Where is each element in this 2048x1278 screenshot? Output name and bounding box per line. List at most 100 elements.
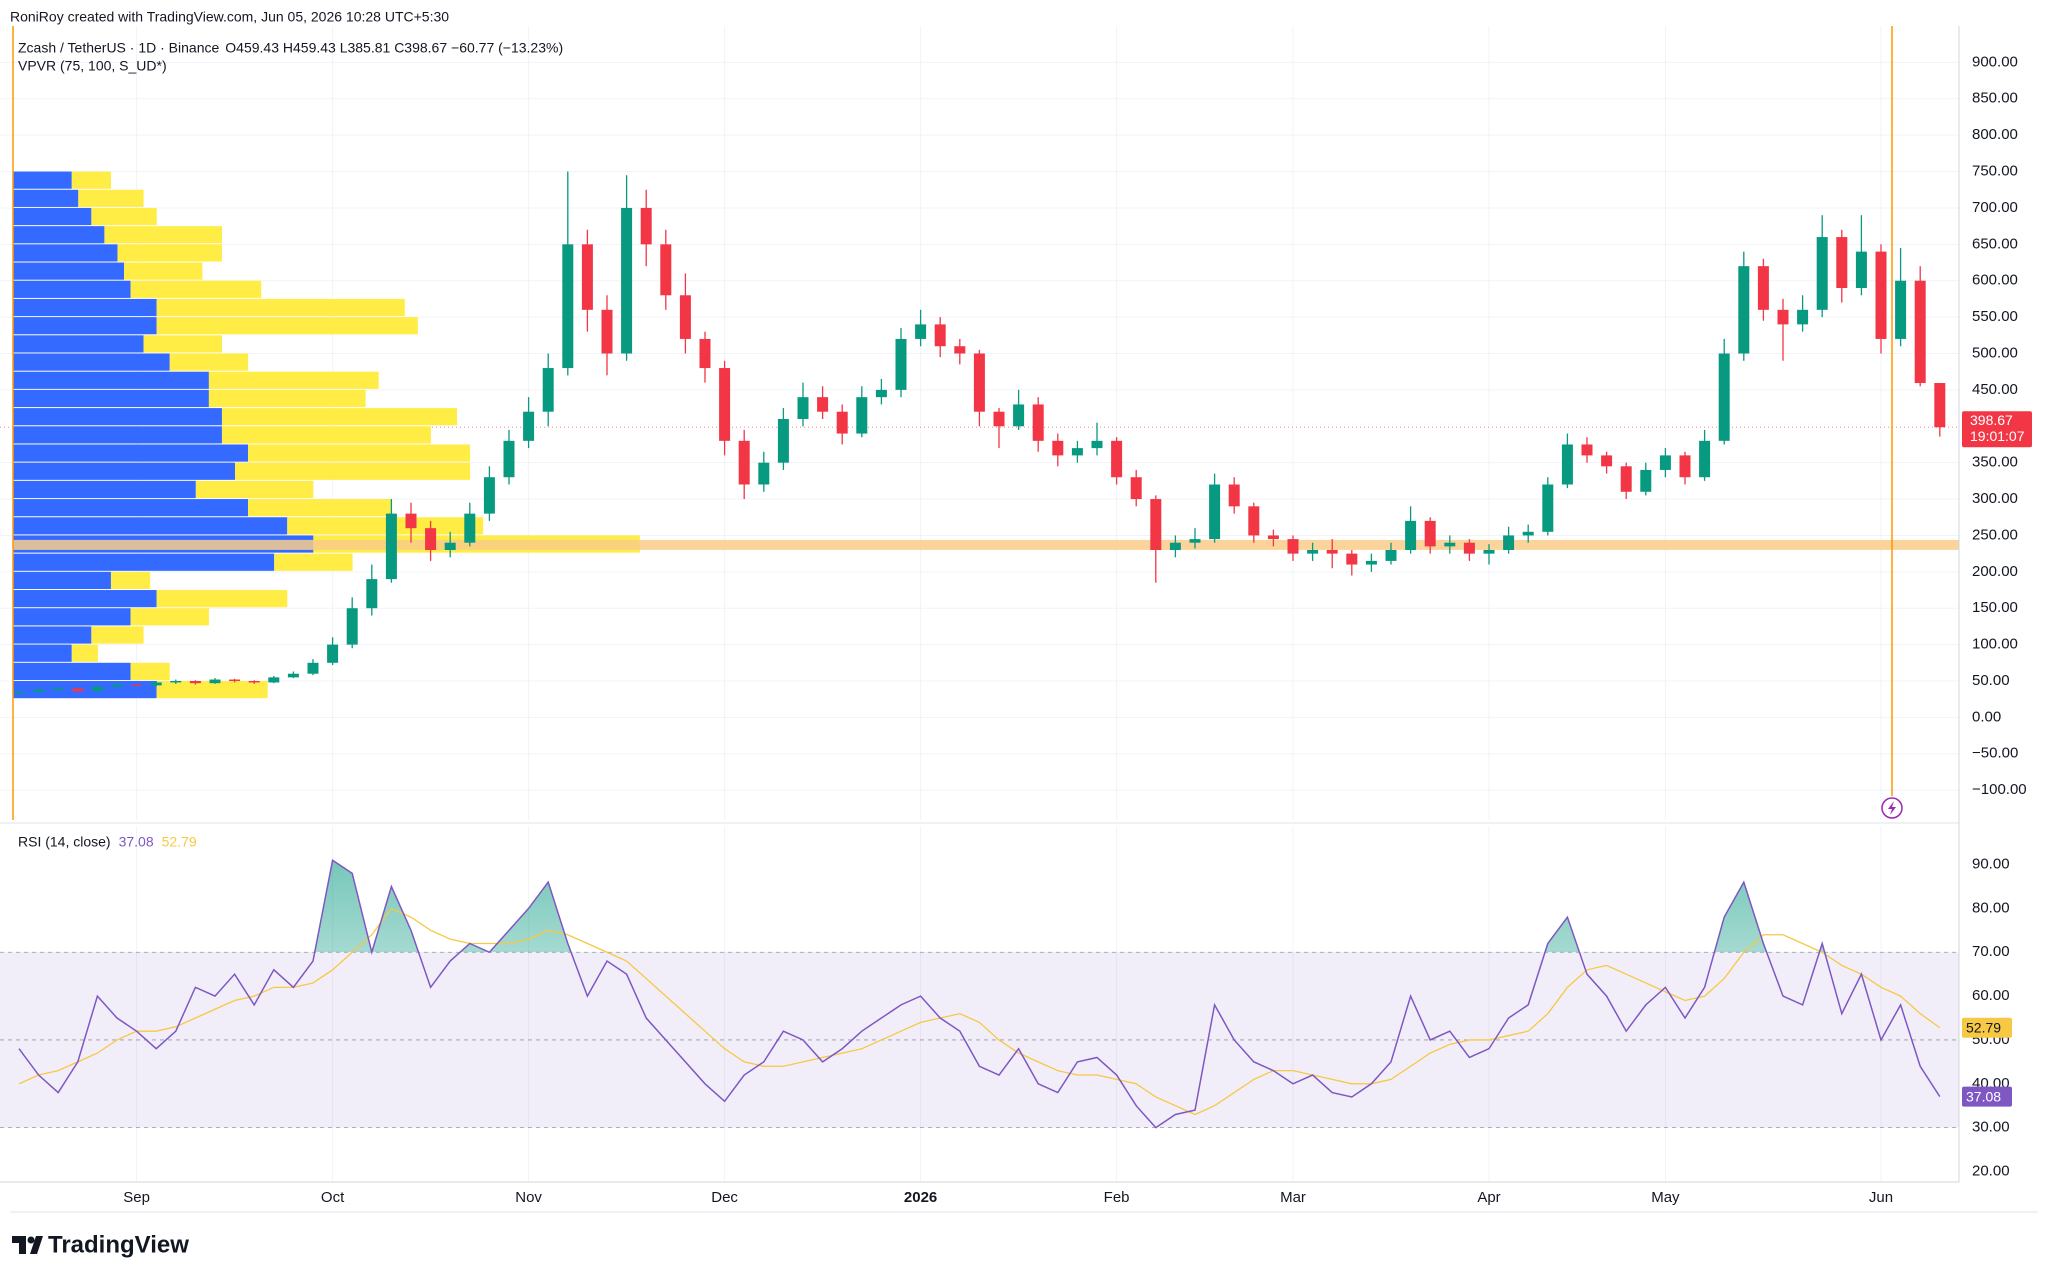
candle-body <box>72 688 84 692</box>
candle-body <box>1189 539 1201 543</box>
rsi-tick-label: 20.00 <box>1972 1162 2010 1179</box>
vpvr-up-bar <box>13 553 275 571</box>
vpvr-up-bar <box>13 608 131 626</box>
candle-body <box>483 477 495 514</box>
candle-body <box>1248 506 1260 536</box>
vpvr-up-bar <box>13 590 157 608</box>
attribution: RoniRoy created with TradingView.com, Ju… <box>10 9 449 25</box>
candle-body <box>189 680 201 684</box>
candle-body <box>346 608 358 645</box>
candle-body <box>1836 237 1848 288</box>
y-tick-label: 850.00 <box>1972 90 2018 107</box>
candle-body <box>1287 539 1299 554</box>
candle-body <box>1601 455 1613 467</box>
logo-part <box>19 1236 26 1254</box>
y-tick-label: 900.00 <box>1972 53 2018 70</box>
candle-body <box>248 680 260 683</box>
vpvr-up-bar <box>13 626 92 644</box>
candle-body <box>1052 440 1064 456</box>
vpvr-up-bar <box>13 662 131 680</box>
candle-body <box>1895 280 1907 339</box>
candle-body <box>1718 353 1730 441</box>
candle-body <box>1091 440 1103 449</box>
vpvr-down-bar <box>110 571 151 590</box>
vpvr-up-bar <box>13 244 118 262</box>
vpvr-up-bar <box>13 571 111 590</box>
overbought-fill <box>19 860 1940 953</box>
vpvr-down-bar <box>130 662 170 680</box>
candle-body <box>1757 266 1769 310</box>
candle-body <box>640 207 652 245</box>
event-icon-bolt <box>1888 801 1896 815</box>
vpvr-up-bar <box>13 462 236 480</box>
candle-body <box>895 338 907 390</box>
y-tick-label: 300.00 <box>1972 490 2018 507</box>
candle-body <box>1875 251 1887 339</box>
vpvr-down-bar <box>169 353 249 371</box>
candle-body <box>1738 266 1750 354</box>
y-tick-label: 700.00 <box>1972 199 2018 216</box>
candle-body <box>13 691 25 694</box>
candle-body <box>581 244 593 310</box>
vpvr-up-bar <box>13 335 144 353</box>
y-tick-label: 450.00 <box>1972 381 2018 398</box>
vpvr-down-bar <box>71 644 98 662</box>
candle-body <box>1444 542 1456 547</box>
vpvr-down-bar <box>235 462 471 480</box>
candle-body <box>1267 535 1279 540</box>
candle-body <box>425 528 437 550</box>
candle-body <box>1659 455 1671 470</box>
ohlc-legend: O459.43 H459.43 L385.81 C398.67 −60.77 (… <box>225 40 563 56</box>
vpvr-down-bar <box>208 389 366 408</box>
candle-body <box>1620 466 1632 492</box>
rsi-line <box>18 858 1941 1129</box>
y-tick-label: 800.00 <box>1972 126 2018 143</box>
y-tick-label: 600.00 <box>1972 272 2018 289</box>
rsi-legend: RSI (14, close) <box>18 834 111 850</box>
candle-body <box>1424 520 1436 547</box>
vpvr-up-bar <box>13 189 79 207</box>
candle-body <box>542 368 554 412</box>
vpvr-up-bar <box>13 226 105 244</box>
candle-body <box>817 397 829 412</box>
vpvr-up-bar <box>13 480 196 499</box>
vpvr-down-bar <box>91 626 144 644</box>
candle-body <box>856 397 868 434</box>
vpvr-down-bar <box>156 590 288 608</box>
y-tick-label: 350.00 <box>1972 454 2018 471</box>
vpvr-down-bar <box>91 207 157 226</box>
data-layer <box>13 171 1959 1129</box>
candle-body <box>1797 309 1809 325</box>
candle-body <box>1522 531 1534 536</box>
candle-body <box>33 689 45 692</box>
y-tick-label: 650.00 <box>1972 235 2018 252</box>
candle-body <box>1150 499 1162 550</box>
candle-body <box>601 309 613 354</box>
candle-body <box>1385 549 1397 561</box>
vpvr-down-bar <box>71 171 111 189</box>
vpvr-up-bar <box>13 371 209 389</box>
vpvr-up-bar <box>13 171 72 189</box>
candle-body <box>1777 309 1789 325</box>
y-tick-label: 200.00 <box>1972 563 2018 580</box>
candle-body <box>307 662 319 674</box>
vpvr-down-bar <box>287 517 484 535</box>
vpvr-down-bar <box>117 244 222 262</box>
y-tick-label: 500.00 <box>1972 344 2018 361</box>
candle-body <box>679 295 691 339</box>
candle-body <box>1307 549 1319 554</box>
candle-body <box>366 579 378 609</box>
rsi-last-label: 37.08 <box>1966 1088 2001 1104</box>
price-timer: 19:01:07 <box>1970 428 2025 444</box>
rsi-legend-value: 52.79 <box>162 834 197 850</box>
vpvr-down-bar <box>248 499 392 517</box>
logo-part <box>27 1236 35 1244</box>
candle-body <box>973 353 985 412</box>
y-tick-label: 0.00 <box>1972 708 2001 725</box>
candle-body <box>562 244 574 369</box>
candle-body <box>1209 484 1221 540</box>
x-tick-label: Oct <box>321 1189 345 1206</box>
candle-body <box>385 513 397 580</box>
vpvr-down-bar <box>78 189 144 207</box>
